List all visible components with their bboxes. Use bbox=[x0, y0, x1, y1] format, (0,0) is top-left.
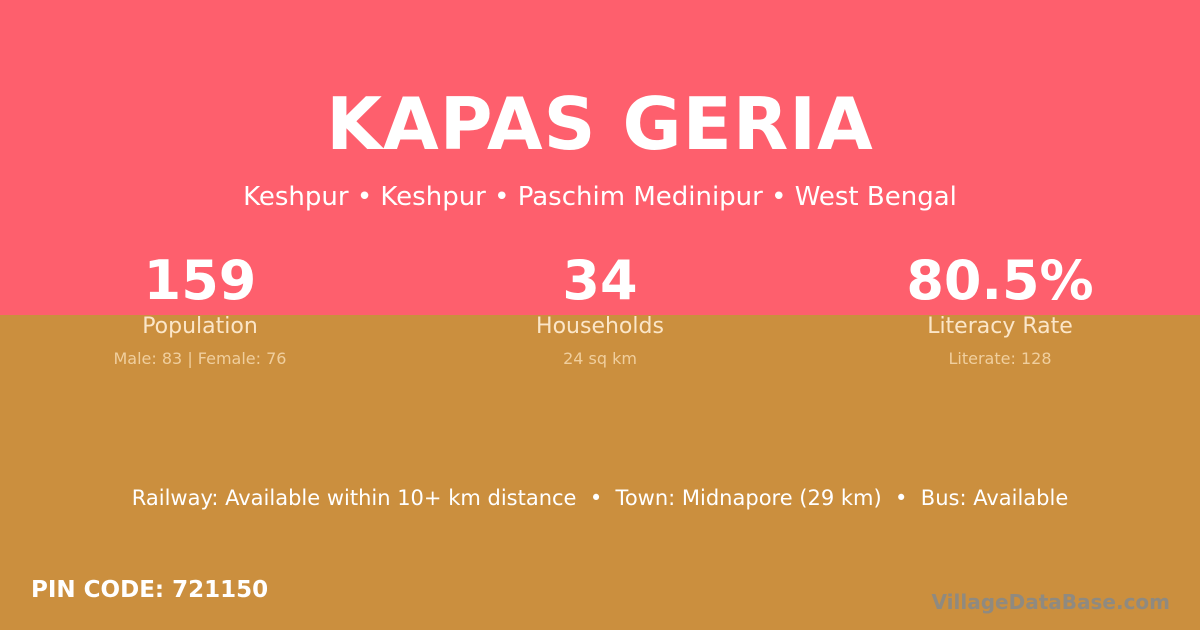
stat-label: Households bbox=[536, 314, 664, 339]
header-band bbox=[0, 0, 1200, 315]
stat-value: 159 bbox=[143, 249, 257, 312]
stat-label: Population bbox=[142, 314, 258, 339]
stat-label: Literacy Rate bbox=[927, 314, 1073, 339]
stat-literacy: 80.5% Literacy Rate Literate: 128 bbox=[800, 249, 1200, 369]
connectivity-info: Railway: Available within 10+ km distanc… bbox=[131, 486, 1069, 510]
location-breadcrumb: Keshpur • Keshpur • Paschim Medinipur • … bbox=[243, 182, 957, 212]
stat-detail: Literate: 128 bbox=[948, 349, 1052, 368]
watermark-logo: VillageDataBase.com bbox=[931, 590, 1170, 614]
pin-code: PIN CODE: 721150 bbox=[31, 577, 269, 603]
stat-value: 34 bbox=[562, 249, 638, 312]
stat-detail: Male: 83 | Female: 76 bbox=[113, 349, 287, 368]
stat-detail: 24 sq km bbox=[563, 349, 637, 368]
stat-value: 80.5% bbox=[906, 249, 1094, 312]
stat-population: 159 Population Male: 83 | Female: 76 bbox=[0, 249, 400, 369]
village-title: KAPAS GERIA bbox=[326, 82, 874, 166]
stat-households: 34 Households 24 sq km bbox=[400, 249, 800, 369]
footer-band bbox=[0, 315, 1200, 630]
